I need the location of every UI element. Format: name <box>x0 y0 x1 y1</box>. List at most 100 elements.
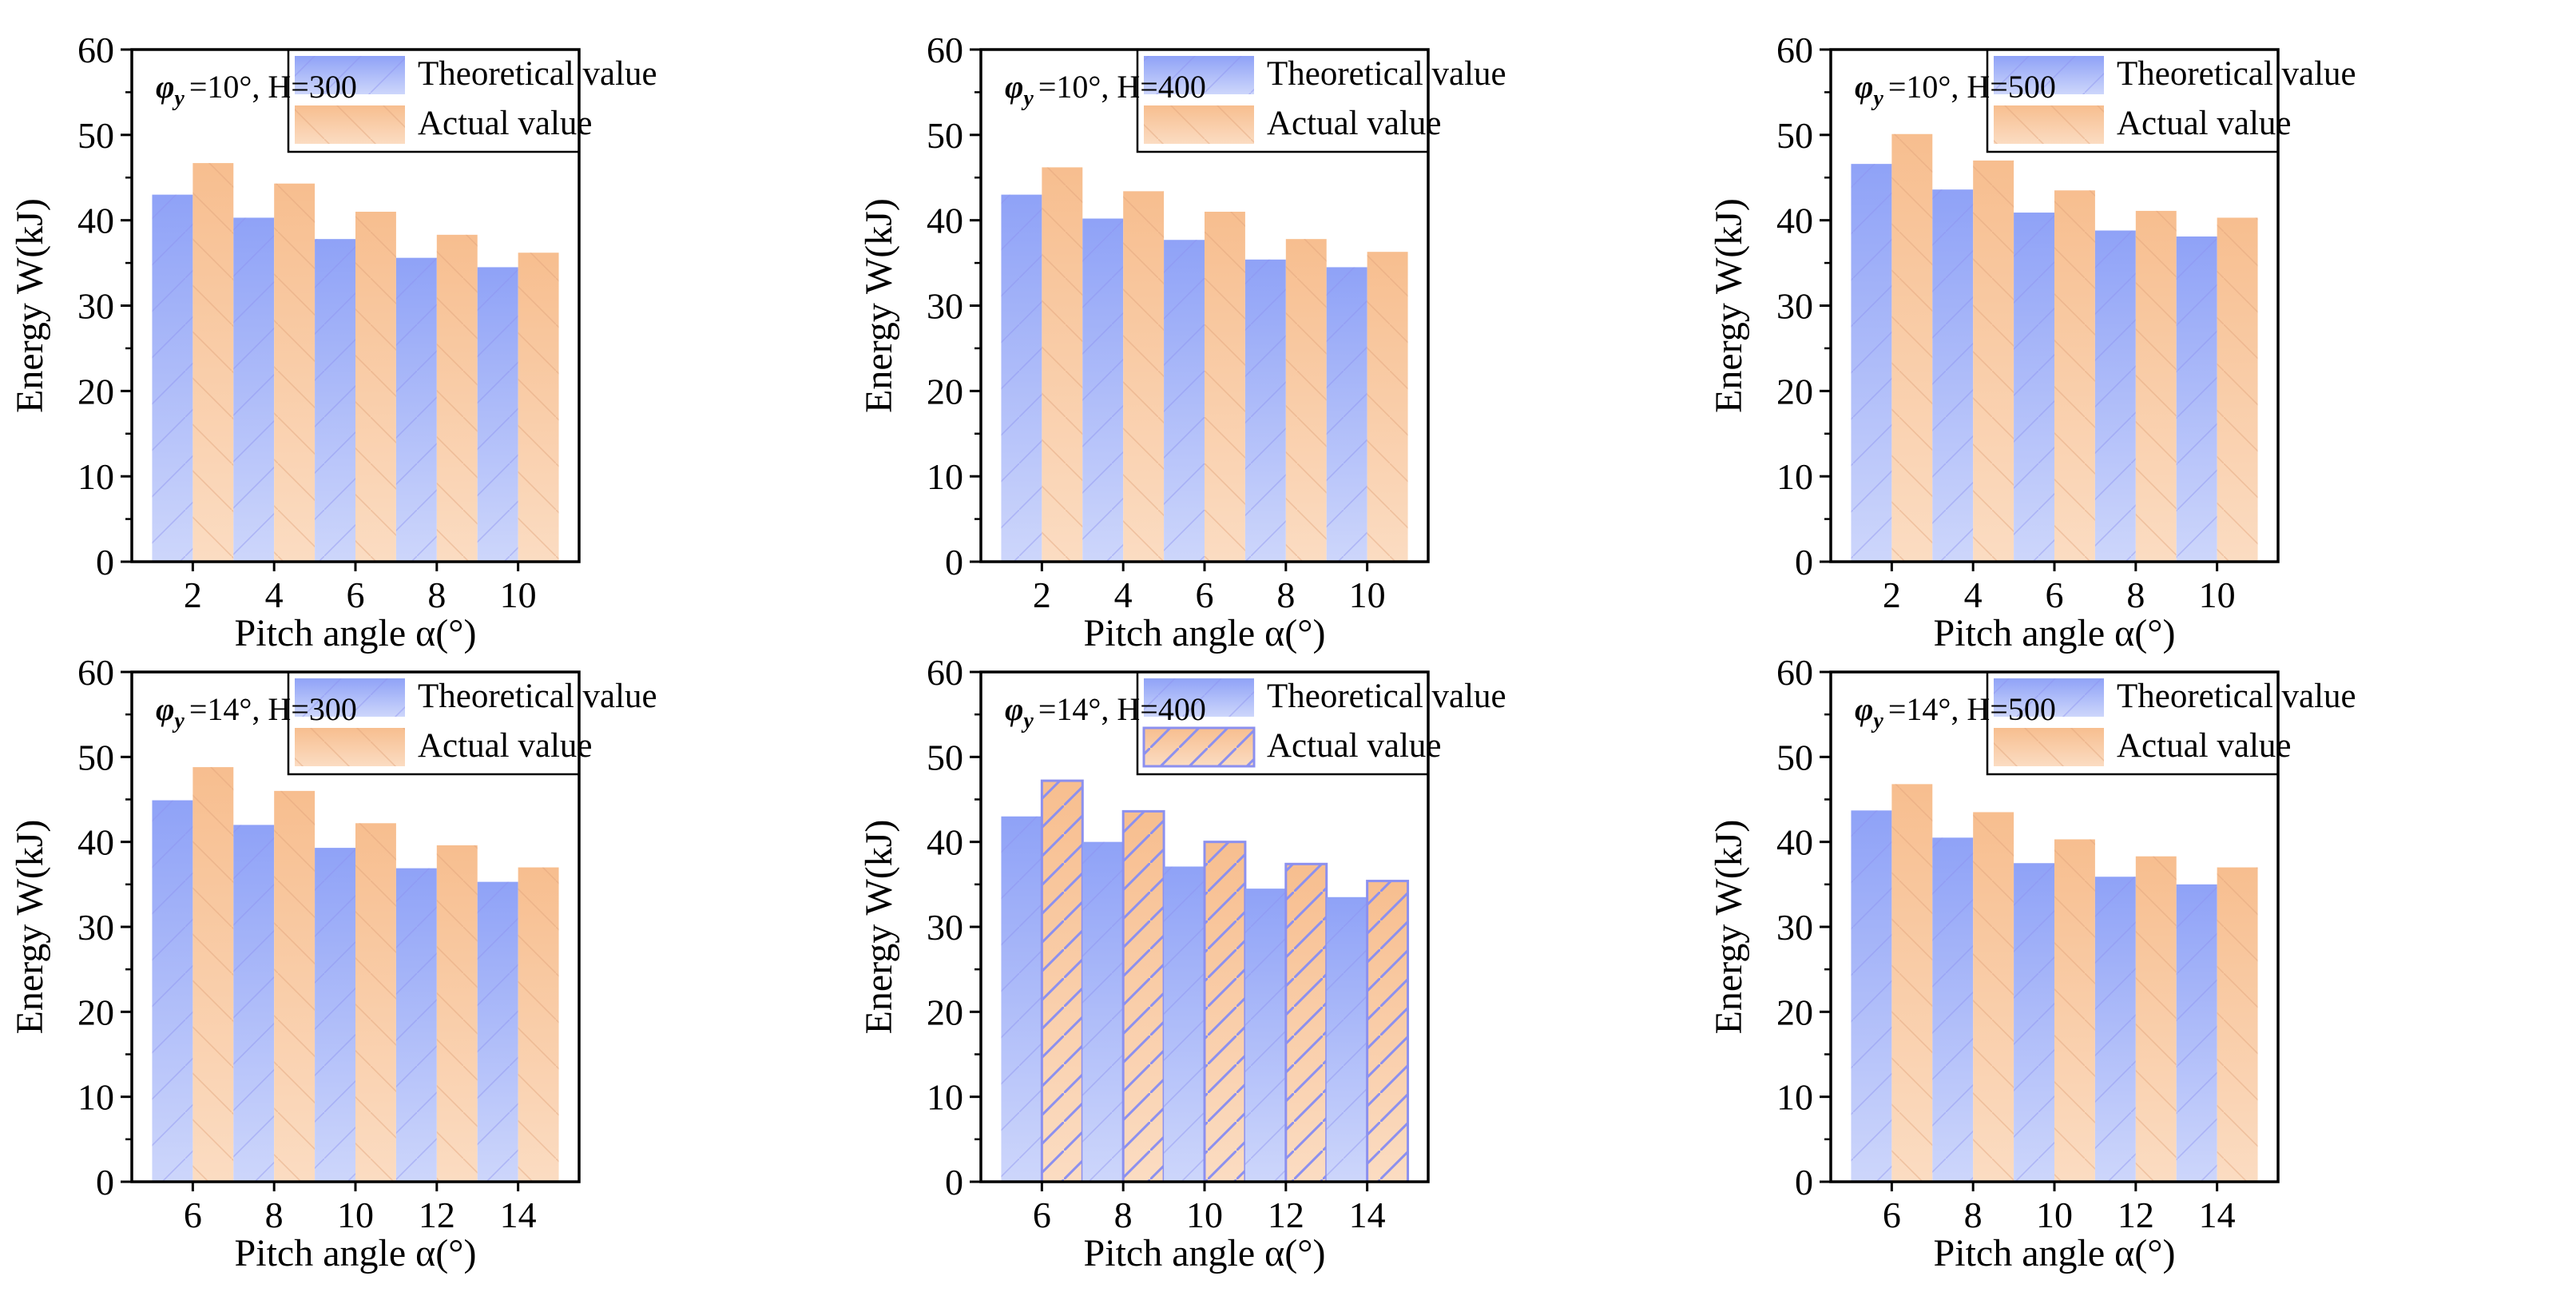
bar-theoretical-hatch-8 <box>1244 259 1286 562</box>
bar-actual-hatch-12 <box>1284 862 1328 1183</box>
bar-theoretical-hatch-2 <box>152 194 193 562</box>
bar-theoretical-hatch-6 <box>315 239 355 562</box>
bar-actual-hatch-6 <box>2054 190 2095 562</box>
y-tick-label: 30 <box>927 907 963 948</box>
x-tick-label: 14 <box>1349 1195 1386 1235</box>
legend-swatch-hatch <box>1142 726 1256 768</box>
y-tick-label: 50 <box>1776 737 1813 777</box>
bar-actual-hatch-6 <box>1040 779 1084 1183</box>
plot-frame <box>130 670 581 1183</box>
bar-theoretical-hatch-14 <box>2176 884 2217 1182</box>
x-tick-label: 6 <box>184 1195 202 1235</box>
panel-title: φy =10°, H=300 <box>156 69 357 111</box>
x-tick-label: 10 <box>500 574 537 615</box>
bar-actual-hatch-4 <box>274 183 316 562</box>
x-tick-label: 8 <box>2126 574 2145 615</box>
x-axis-label: Pitch angle α(°) <box>1934 612 2176 654</box>
x-tick-label: 2 <box>1883 574 1901 615</box>
y-tick-label: 30 <box>77 907 114 948</box>
x-tick-label: 8 <box>265 1195 284 1235</box>
bar-actual-hatch-10 <box>518 252 559 562</box>
bar-actual-hatch-8 <box>274 790 316 1182</box>
x-tick-label: 6 <box>1196 574 1214 615</box>
bar-actual-hatch-2 <box>1042 167 1083 562</box>
y-tick-label: 0 <box>1795 1162 1813 1203</box>
bar-actual-hatch-8 <box>1285 239 1327 562</box>
chart-panel-4: 6 8 10 12 14 0 10 20 30 40 50 60 Theoretical value Ac… <box>9 652 657 1274</box>
y-tick-label: 30 <box>1776 286 1813 327</box>
y-tick-label: 10 <box>77 1077 114 1118</box>
chart-panel-2: 2 4 6 8 10 0 10 20 30 40 50 60 Theoretical value Actu… <box>858 30 1506 654</box>
bar-theoretical-hatch-4 <box>1082 218 1124 562</box>
bar-theoretical-hatch-10 <box>315 848 355 1182</box>
chart-panel-6: 6 8 10 12 14 0 10 20 30 40 50 60 Theoretical value Ac… <box>1708 652 2356 1274</box>
bar-actual-hatch-6 <box>1205 211 1245 562</box>
y-tick-label: 40 <box>77 201 114 241</box>
bar-actual-hatch-8 <box>1121 809 1165 1183</box>
bar-theoretical-hatch-6 <box>152 800 193 1182</box>
bar-actual-hatch-14 <box>2217 867 2258 1182</box>
bar-theoretical-hatch-10 <box>477 267 518 562</box>
legend-swatch-hatch <box>1994 678 2104 717</box>
bar-actual-hatch-12 <box>2135 856 2177 1182</box>
x-tick-label: 6 <box>347 574 365 615</box>
x-axis-label: Pitch angle α(°) <box>235 1232 477 1274</box>
bar-theoretical-hatch-6 <box>1164 240 1205 562</box>
legend-label-theoretical: Theoretical value <box>418 678 657 715</box>
bar-actual-hatch-6 <box>193 767 234 1182</box>
y-tick-label: 50 <box>77 115 114 156</box>
x-tick-label: 8 <box>1276 574 1295 615</box>
bar-theoretical-hatch-10 <box>2014 863 2054 1182</box>
bar-theoretical-hatch-10 <box>1326 267 1367 562</box>
legend-swatch-hatch <box>1144 56 1254 94</box>
x-tick-label: 10 <box>2036 1195 2073 1235</box>
bar-theoretical-hatch-6 <box>2014 213 2054 562</box>
bar-actual-hatch-8 <box>2135 210 2177 562</box>
bar-actual-hatch-8 <box>436 234 478 562</box>
legend-label-actual: Actual value <box>2117 105 2292 142</box>
legend-swatch-hatch <box>295 728 405 766</box>
chart-panel-1: 2 4 6 8 10 0 10 20 30 40 50 60 Theoretical value Actu… <box>9 30 657 654</box>
y-tick-label: 10 <box>927 456 963 497</box>
bar-theoretical-hatch-8 <box>1082 841 1124 1182</box>
bar-theoretical-hatch-4 <box>1932 189 1974 562</box>
x-tick-label: 14 <box>2199 1195 2236 1235</box>
bar-actual-hatch-2 <box>1891 133 1933 562</box>
y-tick-label: 50 <box>77 737 114 777</box>
y-tick-label: 20 <box>77 371 114 411</box>
legend-label-theoretical: Theoretical value <box>1267 55 1506 93</box>
x-tick-label: 12 <box>419 1195 455 1235</box>
plot-frame <box>979 48 1430 563</box>
y-tick-label: 60 <box>1776 30 1813 70</box>
y-axis-label: Energy W(kJ) <box>858 198 900 413</box>
bar-actual-hatch-4 <box>1973 160 2014 562</box>
plot-frame <box>1829 670 2280 1183</box>
x-tick-label: 2 <box>1033 574 1051 615</box>
legend-label-actual: Actual value <box>1267 727 1442 765</box>
bar-actual-hatch-10 <box>1203 841 1247 1183</box>
bar-theoretical-hatch-6 <box>1001 816 1042 1182</box>
legend-label-actual: Actual value <box>418 105 593 142</box>
y-axis-label: Energy W(kJ) <box>858 820 900 1035</box>
bar-actual-hatch-10 <box>2217 217 2258 562</box>
y-tick-label: 20 <box>1776 371 1813 411</box>
y-tick-label: 0 <box>945 1162 963 1203</box>
x-tick-label: 4 <box>265 574 284 615</box>
x-axis-label: Pitch angle α(°) <box>235 612 477 654</box>
y-tick-label: 10 <box>77 456 114 497</box>
bar-actual-hatch-10 <box>1367 252 1408 562</box>
y-tick-label: 50 <box>1776 115 1813 156</box>
bar-actual-hatch-14 <box>518 867 559 1182</box>
x-tick-label: 10 <box>2199 574 2236 615</box>
y-tick-label: 0 <box>96 1162 114 1203</box>
bar-theoretical-hatch-8 <box>233 825 275 1182</box>
x-tick-label: 10 <box>1186 1195 1223 1235</box>
y-tick-label: 0 <box>96 542 114 582</box>
plot-frame <box>130 48 581 563</box>
panel-title: φy =10°, H=500 <box>1855 69 2056 111</box>
y-tick-label: 20 <box>927 371 963 411</box>
y-tick-label: 30 <box>1776 907 1813 948</box>
y-tick-label: 60 <box>77 30 114 70</box>
legend-swatch-hatch <box>1994 105 2104 144</box>
